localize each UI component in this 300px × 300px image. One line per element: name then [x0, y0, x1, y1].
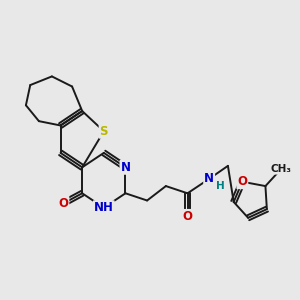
Text: O: O	[58, 197, 68, 210]
Text: H: H	[216, 181, 225, 191]
Text: O: O	[182, 210, 193, 223]
Text: N: N	[204, 172, 214, 185]
Text: O: O	[237, 175, 247, 188]
Text: CH₃: CH₃	[271, 164, 292, 174]
Text: NH: NH	[94, 201, 114, 214]
Text: S: S	[100, 125, 108, 138]
Text: N: N	[121, 161, 130, 174]
